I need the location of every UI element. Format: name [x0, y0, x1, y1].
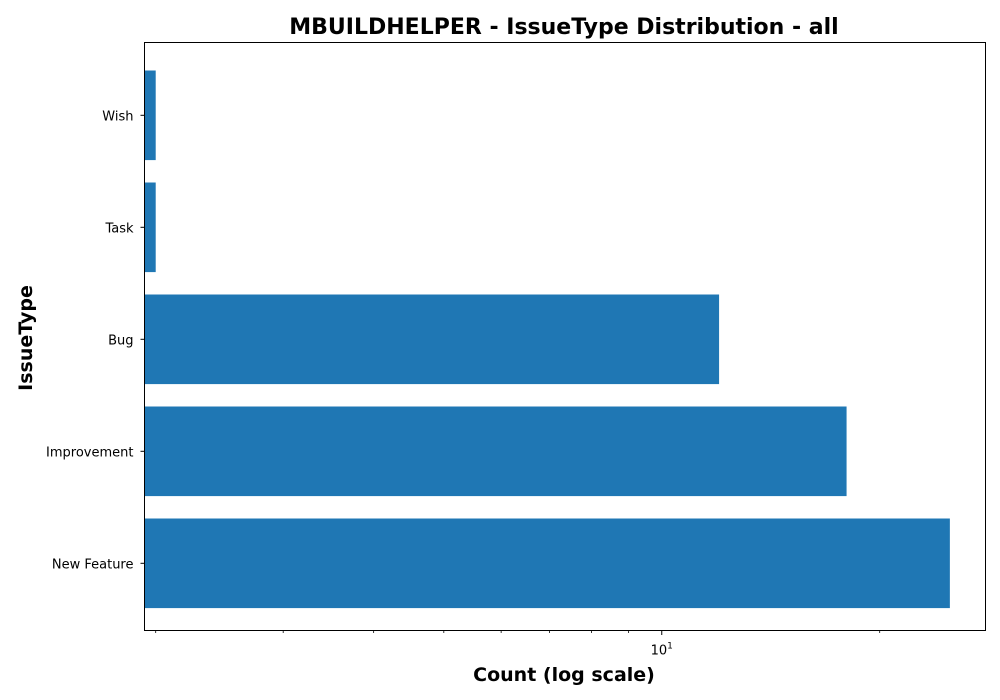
y-tick-label: Bug — [108, 333, 133, 348]
bar-improvement — [144, 406, 847, 497]
y-axis-ticks: New Feature Improvement Bug Task Wish — [46, 109, 145, 572]
y-tick-label: Task — [104, 221, 134, 236]
bar-task — [144, 182, 156, 273]
bar-wish — [144, 70, 156, 161]
x-axis-label: Count (log scale) — [473, 664, 655, 686]
bar-bug — [144, 294, 720, 385]
bars — [144, 70, 950, 609]
y-tick-label: New Feature — [52, 557, 134, 572]
chart-title: MBUILDHELPER - IssueType Distribution - … — [289, 15, 838, 40]
y-tick-label: Improvement — [46, 445, 133, 460]
plot-area-frame — [144, 42, 986, 631]
y-axis-label: IssueType — [15, 285, 37, 391]
x-axis-ticks: 101 — [155, 630, 881, 659]
bar-new-feature — [144, 518, 950, 609]
x-tick-label: 101 — [651, 642, 673, 659]
y-tick-label: Wish — [102, 109, 133, 124]
